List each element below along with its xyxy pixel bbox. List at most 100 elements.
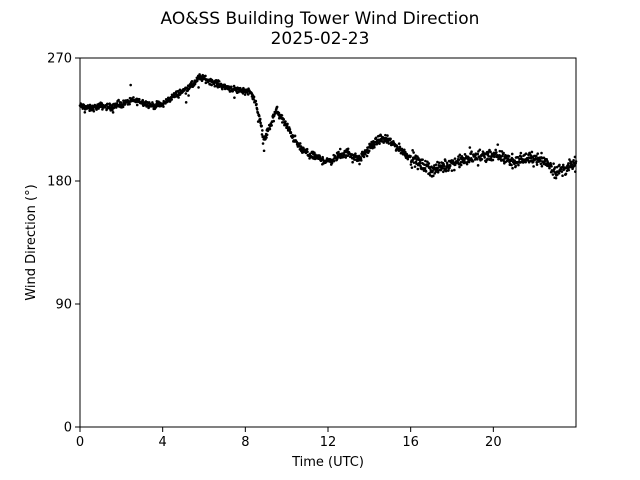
- data-point: [457, 155, 460, 158]
- data-point: [106, 102, 109, 106]
- data-point: [373, 143, 377, 146]
- data-point: [128, 102, 131, 106]
- data-point: [413, 165, 417, 168]
- data-point: [436, 166, 440, 170]
- data-point: [561, 163, 565, 167]
- data-point: [409, 154, 412, 158]
- data-point: [387, 142, 391, 145]
- data-point: [470, 150, 473, 153]
- data-point: [204, 74, 207, 78]
- data-point: [346, 147, 350, 151]
- data-point: [214, 79, 218, 82]
- data-point: [286, 122, 289, 126]
- data-point: [518, 157, 521, 161]
- data-point: [495, 151, 498, 154]
- data-point: [410, 166, 414, 169]
- data-point: [412, 151, 415, 154]
- data-point: [444, 159, 447, 163]
- data-point: [469, 152, 473, 155]
- data-point: [83, 110, 87, 114]
- data-point: [342, 153, 346, 157]
- data-point: [446, 165, 450, 168]
- data-point: [272, 119, 276, 123]
- data-point: [507, 155, 511, 158]
- data-point: [437, 161, 441, 165]
- data-point: [288, 128, 292, 131]
- data-point: [539, 159, 542, 162]
- data-point: [162, 105, 165, 108]
- data-point: [476, 152, 480, 156]
- data-point: [569, 160, 573, 164]
- data-point: [268, 127, 272, 131]
- chart-subtitle: 2025-02-23: [271, 29, 370, 49]
- data-point: [284, 120, 287, 123]
- data-point: [95, 108, 98, 111]
- data-point: [260, 124, 263, 128]
- data-point: [451, 159, 455, 162]
- data-point: [551, 173, 555, 176]
- data-point: [426, 164, 430, 168]
- x-axis-label: Time (UTC): [291, 455, 364, 470]
- data-point: [177, 96, 180, 99]
- data-point: [536, 152, 540, 155]
- data-point: [535, 163, 539, 166]
- data-point: [364, 152, 367, 156]
- y-tick-label: 270: [47, 52, 72, 67]
- data-point: [415, 162, 418, 165]
- data-point: [265, 136, 268, 139]
- data-point: [553, 166, 557, 169]
- data-point: [285, 124, 289, 128]
- data-point: [193, 82, 197, 86]
- data-point: [187, 94, 190, 97]
- data-point: [554, 176, 558, 180]
- data-point: [447, 169, 450, 172]
- data-point: [260, 133, 264, 136]
- data-point: [82, 103, 86, 107]
- data-point: [458, 153, 462, 157]
- x-axis-ticks: 0 4 8 12 16 20: [76, 427, 502, 450]
- data-point: [409, 163, 413, 166]
- data-point: [510, 152, 514, 156]
- data-point: [406, 157, 410, 161]
- data-point: [362, 155, 366, 159]
- data-point: [423, 167, 427, 170]
- data-point: [92, 108, 95, 111]
- data-point: [404, 150, 407, 154]
- y-tick-label: 0: [64, 421, 72, 436]
- data-point: [564, 172, 568, 176]
- data-point: [261, 142, 265, 145]
- data-point: [456, 160, 460, 164]
- data-point: [258, 117, 262, 121]
- data-point: [359, 159, 363, 162]
- data-point: [476, 157, 479, 161]
- data-point: [403, 148, 406, 152]
- data-point: [480, 158, 484, 161]
- data-point: [535, 161, 539, 164]
- x-tick-label: 12: [320, 435, 337, 450]
- data-point: [539, 162, 543, 165]
- data-point: [540, 164, 544, 168]
- data-point: [270, 124, 273, 127]
- data-point: [256, 111, 260, 114]
- data-point: [568, 158, 571, 161]
- data-point: [567, 168, 571, 172]
- data-point: [552, 162, 555, 165]
- data-point: [255, 108, 259, 111]
- data-point: [487, 155, 491, 158]
- chart-title: AO&SS Building Tower Wind Direction: [161, 9, 480, 29]
- data-point: [524, 152, 528, 155]
- y-axis-ticks: 0 90 180 270: [47, 52, 80, 436]
- data-point: [465, 162, 469, 166]
- data-point: [210, 83, 213, 87]
- data-point: [119, 101, 123, 104]
- data-point: [397, 142, 401, 145]
- data-point: [519, 155, 523, 158]
- data-point: [457, 158, 461, 161]
- data-point: [432, 174, 435, 178]
- data-point: [442, 164, 446, 168]
- data-point: [494, 148, 497, 152]
- data-point: [386, 134, 389, 137]
- data-point: [427, 162, 431, 165]
- data-point: [97, 107, 100, 110]
- data-point: [463, 153, 467, 156]
